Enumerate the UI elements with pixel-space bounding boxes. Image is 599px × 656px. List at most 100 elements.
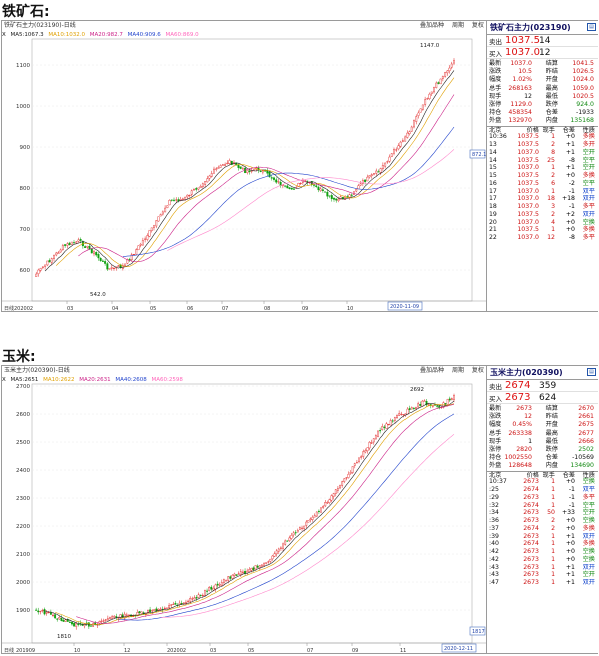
tick-row[interactable]: :43 2673 1 +1 双开 <box>487 564 598 572</box>
tick-row[interactable]: :42 2673 1 +0 空换 <box>487 556 598 564</box>
ma60-line <box>167 149 455 251</box>
candle-body <box>223 579 225 583</box>
candle-body <box>181 198 184 200</box>
tick-row[interactable]: 18 1037.0 3 -1 多平 <box>487 203 598 211</box>
candle-body <box>415 116 418 122</box>
candle-body <box>136 612 139 616</box>
candle-body <box>174 602 177 605</box>
x-tick-label: 07 <box>222 306 228 312</box>
tick-row[interactable]: :39 2673 1 +1 双开 <box>487 533 598 541</box>
tick-time: 10:37 <box>489 478 507 486</box>
tick-row[interactable]: 22 1037.0 12 -8 多平 <box>487 234 598 242</box>
window-title: 玉米主力(020390)-日线 <box>4 367 70 374</box>
stat-value: 2502 <box>578 445 594 453</box>
stat-value: 1.02% <box>512 76 532 84</box>
tick-nature: 双平 <box>582 486 595 493</box>
tick-row[interactable]: :36 2673 2 +0 空换 <box>487 517 598 525</box>
candle-body <box>161 211 164 215</box>
candle-body <box>401 140 404 142</box>
ma20-line <box>78 94 455 263</box>
tick-list[interactable]: 10:37 2673 1 +0 空换:25 2674 1 -1 双平:29 2673 1 -1 多平:3… <box>487 478 598 587</box>
candle-body <box>138 611 141 614</box>
tick-row[interactable]: 17 1037.0 18 +18 双开 <box>487 195 598 203</box>
candle-body <box>100 620 103 622</box>
candle-body <box>368 442 371 449</box>
tick-row[interactable]: 10:36 1037.5 1 +0 多换 <box>487 133 598 141</box>
candle-body <box>77 624 80 626</box>
candlestick-chart[interactable]: 1100 1000 900 800 700 600 日线 202002 03 04 05 06 07 08… <box>2 21 487 313</box>
candle-body <box>277 548 280 552</box>
candle-body <box>421 400 424 407</box>
tick-row[interactable]: :40 2674 1 +0 多换 <box>487 540 598 548</box>
candle-body <box>383 426 386 428</box>
tick-list[interactable]: 10:36 1037.5 1 +0 多换 13 1037.5 2 +1 多开 14 1037.0 8 +1… <box>487 133 598 242</box>
tick-volume: 1 <box>551 226 555 234</box>
candle-body <box>294 532 297 534</box>
tick-row[interactable]: 15 1037.5 2 +0 多换 <box>487 172 598 180</box>
tick-nature: 空开 <box>582 148 595 156</box>
stat-value: 128648 <box>508 462 532 470</box>
stat-label: 最高 <box>545 429 558 437</box>
tick-row[interactable]: :34 2673 50 +33 空开 <box>487 509 598 517</box>
tick-volume: 1 <box>551 540 555 548</box>
high-marker: 1147.0 <box>420 43 440 49</box>
tick-row[interactable]: 14 1037.5 25 -8 空平 <box>487 157 598 165</box>
ma10-line <box>54 403 455 625</box>
col-header: 性质 <box>582 126 595 134</box>
col-header: 仓差 <box>562 126 575 134</box>
price-tag-label: 1817 <box>472 629 485 635</box>
tick-row[interactable]: :32 2674 1 -1 空平 <box>487 502 598 510</box>
adjust-button[interactable]: 复权 <box>471 22 484 29</box>
stats-row: 总手 263338 最高 2677 <box>489 430 598 438</box>
overlay-button[interactable]: 叠加品种 <box>420 367 445 374</box>
tick-row[interactable]: 21 1037.5 1 +0 多换 <box>487 226 598 234</box>
candle-body <box>315 511 318 517</box>
stat-value: 2677 <box>578 429 594 437</box>
adjust-button[interactable]: 复权 <box>471 367 484 374</box>
overlay-button[interactable]: 叠加品种 <box>420 22 445 29</box>
candle-body <box>398 413 401 416</box>
tick-row[interactable]: :25 2674 1 -1 双平 <box>487 486 598 494</box>
tick-row[interactable]: 13 1037.5 2 +1 多开 <box>487 141 598 149</box>
panel-title: 玉米主力(020390) ▤ <box>487 366 598 380</box>
candle-body <box>307 520 310 523</box>
tick-row[interactable]: :42 2673 1 +0 空换 <box>487 548 598 556</box>
tick-row[interactable]: :29 2673 1 -1 多平 <box>487 494 598 502</box>
tick-row[interactable]: 15 1037.0 1 +1 空开 <box>487 164 598 172</box>
candle-body <box>321 189 324 191</box>
legend-ma60: MA60:2598 <box>151 377 183 383</box>
candle-body <box>241 168 244 170</box>
tick-price: 2673 <box>523 571 539 579</box>
tick-row[interactable]: 19 1037.5 2 +2 双开 <box>487 211 598 219</box>
candle-body <box>419 108 422 113</box>
tick-row[interactable]: :37 2674 2 +0 多换 <box>487 525 598 533</box>
candle-body <box>41 610 44 612</box>
candle-body <box>446 70 449 74</box>
tick-row[interactable]: :43 2673 1 +1 空开 <box>487 571 598 579</box>
tick-row[interactable]: 14 1037.0 8 +1 空开 <box>487 149 598 157</box>
candle-body <box>248 170 251 172</box>
price-tag-label: 872.1 <box>472 152 486 158</box>
tick-row[interactable]: 17 1037.0 1 -1 双平 <box>487 188 598 196</box>
period-button[interactable]: 周期 <box>451 367 464 374</box>
tick-row[interactable]: 10:37 2673 1 +0 空换 <box>487 478 598 486</box>
candle-body <box>39 268 42 271</box>
tick-price: 1037.5 <box>517 179 539 187</box>
tick-row[interactable]: :47 2673 1 +1 双开 <box>487 579 598 587</box>
tick-row[interactable]: 16 1037.5 6 -2 空平 <box>487 180 598 188</box>
candle-body <box>404 136 407 142</box>
candle-body <box>379 430 382 432</box>
legend-ma20: MA20:982.7 <box>89 32 123 38</box>
panel-menu-icon[interactable]: ▤ <box>587 368 596 376</box>
period-button[interactable]: 周期 <box>451 22 464 29</box>
tick-row[interactable]: 20 1037.0 4 +0 空换 <box>487 219 598 227</box>
candle-body <box>400 413 403 415</box>
tick-oi-change: +0 <box>565 548 575 555</box>
stats-row: 外盘 128648 内盘 134690 <box>489 462 598 470</box>
panel-menu-icon[interactable]: ▤ <box>587 23 596 31</box>
tick-time: :43 <box>489 563 499 571</box>
tick-time: 17 <box>489 187 497 195</box>
candle-body <box>450 63 453 68</box>
candle-body <box>313 515 316 518</box>
